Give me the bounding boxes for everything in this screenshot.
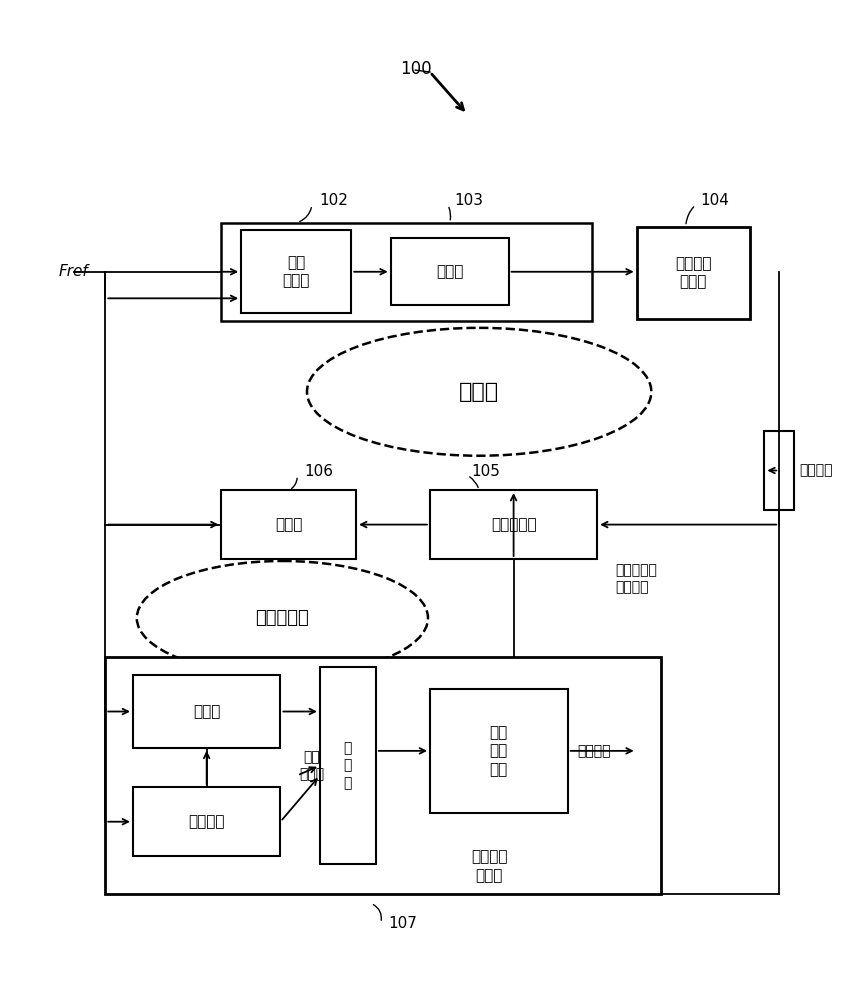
Text: 比
较
器: 比 较 器 xyxy=(344,741,352,790)
Text: 粗调谐环路: 粗调谐环路 xyxy=(255,609,309,627)
Bar xyxy=(320,667,376,864)
Bar xyxy=(764,431,794,510)
Text: 105: 105 xyxy=(471,464,500,479)
Text: 102: 102 xyxy=(320,193,349,208)
Text: 开关电容阵
列控制字: 开关电容阵 列控制字 xyxy=(615,563,656,594)
Text: 低通环路
滤波器: 低通环路 滤波器 xyxy=(675,256,711,290)
Text: 103: 103 xyxy=(454,193,483,208)
Text: 107: 107 xyxy=(389,916,417,931)
Text: Fref: Fref xyxy=(58,264,88,279)
Bar xyxy=(391,238,509,305)
Text: 逻辑
控制
电路: 逻辑 控制 电路 xyxy=(489,725,508,777)
Text: 锁相环: 锁相环 xyxy=(459,382,500,402)
Text: 预定
次数值: 预定 次数值 xyxy=(299,750,325,781)
Text: 鉴相
鉴频器: 鉴相 鉴频器 xyxy=(283,255,310,289)
Bar xyxy=(430,689,567,813)
Text: 电荷泵: 电荷泵 xyxy=(436,264,464,279)
Bar xyxy=(241,230,351,313)
Text: 使能信号: 使能信号 xyxy=(799,463,832,477)
Text: 100: 100 xyxy=(400,60,432,78)
Text: 压控振荡器: 压控振荡器 xyxy=(491,517,536,532)
Bar xyxy=(430,490,597,559)
Text: 计时电路: 计时电路 xyxy=(189,814,225,829)
Text: 自动频率
控制器: 自动频率 控制器 xyxy=(470,849,507,883)
Text: 分频器: 分频器 xyxy=(275,517,303,532)
Bar xyxy=(221,223,592,321)
Text: 使能信号: 使能信号 xyxy=(578,744,611,758)
Bar xyxy=(221,490,357,559)
Bar xyxy=(105,657,661,894)
Bar xyxy=(637,227,750,319)
Text: 104: 104 xyxy=(700,193,729,208)
Text: 106: 106 xyxy=(304,464,333,479)
Bar xyxy=(133,787,280,856)
Bar xyxy=(133,675,280,748)
Text: 计数器: 计数器 xyxy=(193,704,220,719)
